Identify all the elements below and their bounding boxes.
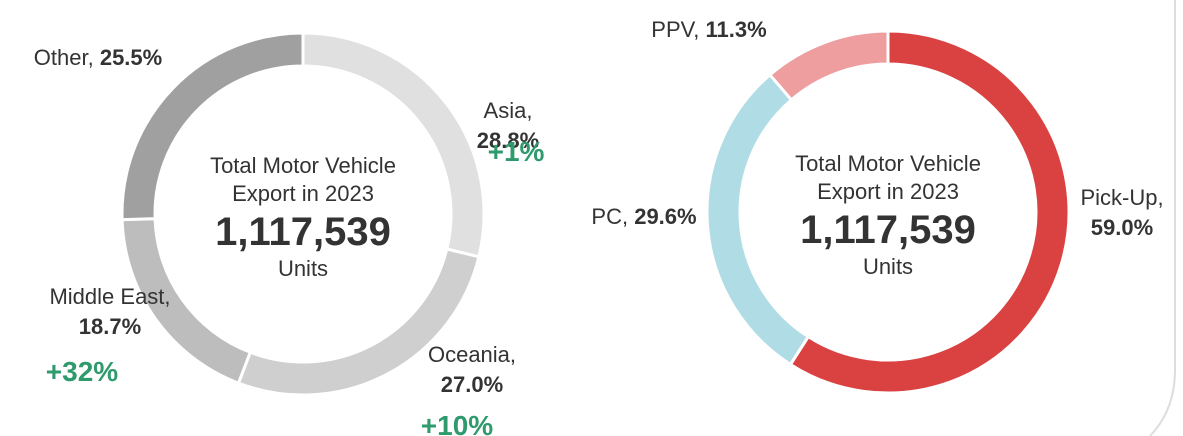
segment-label: Oceania, 27.0% — [428, 340, 516, 400]
center-text: Total Motor Vehicle Export in 2023 — [210, 153, 396, 206]
donut-segment — [767, 29, 890, 102]
change-label: +32% — [45, 356, 119, 387]
value-label: 18.7% — [78, 314, 142, 339]
value-label: 11.3% — [705, 17, 767, 42]
category-name: Middle East, — [49, 284, 171, 309]
change-label: +10% — [420, 410, 494, 436]
unit: Units — [277, 256, 329, 281]
unit: Units — [862, 254, 914, 279]
segment-label: PPV, 11.3% — [651, 15, 766, 45]
panel-border — [1149, 0, 1176, 436]
value-label: 27.0% — [440, 372, 504, 397]
center-block: Total Motor Vehicle Export in 2023 1,117,… — [788, 150, 988, 280]
value-label: 25.5% — [99, 45, 163, 70]
value-label: 28.8% — [476, 128, 540, 153]
total: 1,117,539 — [215, 210, 391, 254]
category-name: PPV, — [651, 17, 700, 42]
category-name: Asia, — [483, 98, 533, 123]
change-label: +1% — [487, 136, 545, 167]
segment-label: Middle East, 18.7% — [49, 282, 170, 342]
category-name: Other, — [33, 45, 94, 70]
category-name: Pick-Up, — [1080, 185, 1164, 210]
category-name: PC, — [591, 204, 629, 229]
donut-segment — [788, 29, 1071, 395]
value-label: 59.0% — [1090, 215, 1154, 240]
segment-label: Other, 25.5% — [34, 43, 162, 73]
segment-label: Pick-Up, 59.0% — [1080, 183, 1163, 243]
donut-segment — [120, 31, 305, 222]
segment-label: Asia, 28.8% — [477, 96, 539, 156]
category-name: Oceania, — [427, 342, 517, 367]
total: 1,117,539 — [800, 208, 976, 252]
center-text: Total Motor Vehicle Export in 2023 — [795, 151, 981, 204]
center-block: Total Motor Vehicle Export in 2023 1,117,… — [203, 152, 403, 282]
value-label: 29.6% — [634, 204, 697, 229]
segment-label: PC, 29.6% — [591, 202, 696, 232]
